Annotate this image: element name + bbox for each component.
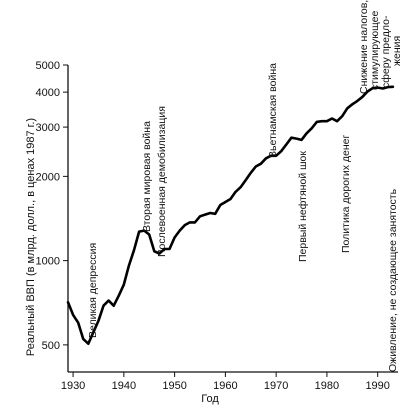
annotation-tax-cut-line4: жения — [391, 36, 403, 66]
gdp-series-line — [66, 85, 395, 345]
y-tick-label: 2000 — [36, 171, 60, 183]
annotation-vietnam-war: Вьетнамская война — [267, 63, 279, 158]
x-tick-label: 1930 — [61, 380, 85, 392]
annotation-oil-shock: Первый нефтяной шок — [297, 151, 309, 262]
annotation-postwar-demob: Послевоенная демобилизация — [156, 106, 168, 257]
x-tick-label: 1950 — [162, 380, 186, 392]
x-tick-label: 1970 — [264, 380, 288, 392]
x-axis-ticks: 1930 1940 1950 1960 1970 1980 1990 — [61, 372, 390, 392]
annotation-great-depression: Великая депрессия — [87, 243, 99, 338]
annotation-tax-cut-line1: Снижение налогов, — [358, 0, 370, 94]
y-tick-label: 3000 — [36, 122, 60, 134]
x-tick-label: 1980 — [315, 380, 339, 392]
annotation-tax-cut-line3: сферу предло- — [380, 15, 392, 88]
annotation-ww2: Вторая мировая война — [141, 121, 153, 232]
y-tick-label: 500 — [42, 340, 60, 352]
x-axis-label: Год — [201, 393, 219, 405]
annotation-tight-money: Политика дорогих денег — [340, 134, 352, 253]
annotation-tax-cut-line2: стимулирующее — [369, 11, 381, 90]
y-axis-label: Реальный ВВП (в млрд. долл., в ценах 198… — [25, 118, 37, 356]
y-axis-ticks: 500 1000 2000 3000 4000 5000 — [36, 60, 68, 352]
y-tick-label: 1000 — [36, 256, 60, 268]
annotation-jobless-recovery: Оживление, не создающее занятость — [387, 188, 399, 372]
chart-axes — [67, 65, 398, 373]
x-tick-label: 1960 — [213, 380, 237, 392]
y-tick-label: 5000 — [36, 60, 60, 72]
y-tick-label: 4000 — [36, 87, 60, 99]
x-tick-label: 1990 — [365, 380, 389, 392]
x-tick-label: 1940 — [112, 380, 136, 392]
